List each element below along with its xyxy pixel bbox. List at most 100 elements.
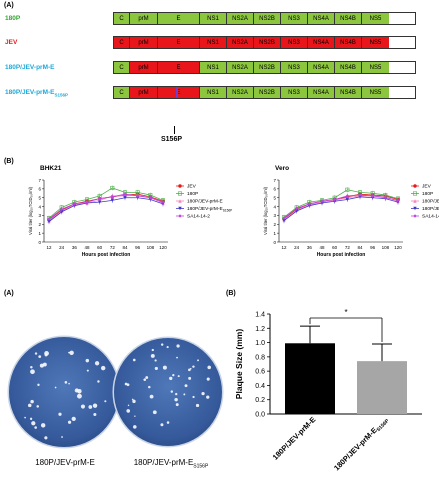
segment-ns5: NS5: [362, 87, 389, 98]
plaque: [132, 399, 136, 404]
x-tick-subscript: S156P: [376, 418, 391, 433]
plaque: [149, 394, 154, 399]
plaque: [166, 345, 169, 349]
segment-ns1: NS1: [200, 87, 227, 98]
x-tick-label: 96: [370, 245, 376, 250]
series-line: [48, 194, 164, 222]
data-point: [110, 185, 115, 190]
plaque: [143, 378, 147, 381]
data-point: [412, 191, 417, 196]
segment-ns4b: NS4B: [335, 62, 362, 73]
plaque: [74, 388, 79, 393]
construct-name-0: 180P: [5, 15, 21, 22]
plaque: [68, 351, 70, 354]
plaque: [37, 383, 40, 387]
legend-entry: 180P/JEV-prM-E: [422, 199, 439, 205]
plaque: [174, 397, 178, 402]
data-point: [345, 187, 350, 192]
segment-ns2a: NS2A: [227, 87, 254, 98]
plaque: [192, 365, 195, 368]
plaque: [42, 362, 47, 367]
data-point: [332, 197, 337, 202]
data-point: [413, 206, 417, 211]
plaque: [175, 392, 178, 396]
segment-ns2b: NS2B: [254, 87, 281, 98]
x-tick-label: 84: [357, 245, 363, 250]
plaque: [177, 375, 180, 378]
plaque: [154, 366, 158, 371]
legend-entry: SA14-14-2: [187, 214, 210, 220]
series-line: [283, 193, 399, 220]
plaque: [86, 369, 89, 372]
y-tick-label: 5: [273, 196, 276, 201]
y-tick-label: 0: [273, 240, 276, 245]
data-point: [345, 194, 350, 198]
data-point: [178, 214, 182, 218]
segment-ns4a: NS4A: [308, 13, 335, 24]
series-line: [283, 194, 399, 219]
data-point: [383, 196, 388, 200]
plate-2: [112, 336, 224, 448]
x-tick-label: 12: [46, 245, 52, 250]
plaque: [175, 403, 179, 407]
y-tick-label: 1: [273, 231, 276, 236]
data-point: [97, 196, 102, 201]
x-tick-label: 48: [319, 245, 325, 250]
segment-ns5: NS5: [362, 62, 389, 73]
plaque: [38, 355, 42, 359]
data-point: [110, 195, 115, 199]
x-tick-label: 108: [147, 245, 155, 250]
legend-entry: 180P/JEV-prM-E: [187, 199, 223, 205]
segment-ns2a: NS2A: [227, 37, 254, 48]
series-line: [283, 189, 399, 218]
series-line: [48, 187, 164, 219]
y-tick-label: 0.2: [255, 397, 265, 404]
data-point: [358, 193, 362, 197]
data-point: [413, 214, 417, 218]
series-line: [48, 197, 164, 222]
segment-prm: prM: [130, 37, 158, 48]
significance-marker: *: [344, 308, 347, 317]
plaque: [195, 403, 200, 408]
data-point: [413, 199, 417, 203]
data-point: [282, 219, 286, 223]
plaque: [151, 348, 154, 352]
x-tick-label: 120: [394, 245, 402, 250]
construct-name-3: 180P/JEV-prM-ES156P: [5, 89, 69, 98]
x-tick-label: 72: [110, 245, 116, 250]
x-tick-label: 36: [307, 245, 313, 250]
plaque: [126, 409, 131, 413]
segment-ns2a: NS2A: [227, 13, 254, 24]
mutation-tick: [174, 126, 175, 134]
plaque: [88, 405, 93, 409]
y-axis-label: Viral titer (log₁₀TCID₅₀/ml): [263, 186, 268, 235]
segment-prm: prM: [130, 87, 158, 98]
y-tick-label: 1.4: [255, 312, 265, 319]
plate-1: [7, 335, 121, 449]
plaque: [64, 381, 68, 384]
plaque: [40, 423, 46, 428]
legend-entry: SA14-14-2: [422, 214, 439, 220]
segment-c: C: [114, 13, 130, 24]
plaque: [71, 416, 76, 422]
segment-prm: prM: [130, 13, 158, 24]
plaque: [145, 376, 149, 379]
segment-ns3: NS3: [281, 37, 308, 48]
segment-ns4b: NS4B: [335, 87, 362, 98]
construct-name-2: 180P/JEV-prM-E: [5, 64, 55, 71]
x-tick-label: 48: [84, 245, 90, 250]
data-point: [294, 209, 299, 213]
data-point: [47, 217, 51, 221]
y-tick-label: 6: [273, 187, 276, 192]
chart-title: BHK21: [40, 165, 62, 172]
plaque: [160, 343, 164, 346]
segment-c: C: [114, 62, 130, 73]
y-tick-label: 1.2: [255, 326, 265, 333]
data-point: [370, 194, 375, 198]
plaque: [44, 436, 48, 440]
plaque: [176, 344, 180, 348]
plaque: [169, 376, 173, 381]
data-point: [178, 191, 183, 196]
data-point: [135, 194, 140, 198]
